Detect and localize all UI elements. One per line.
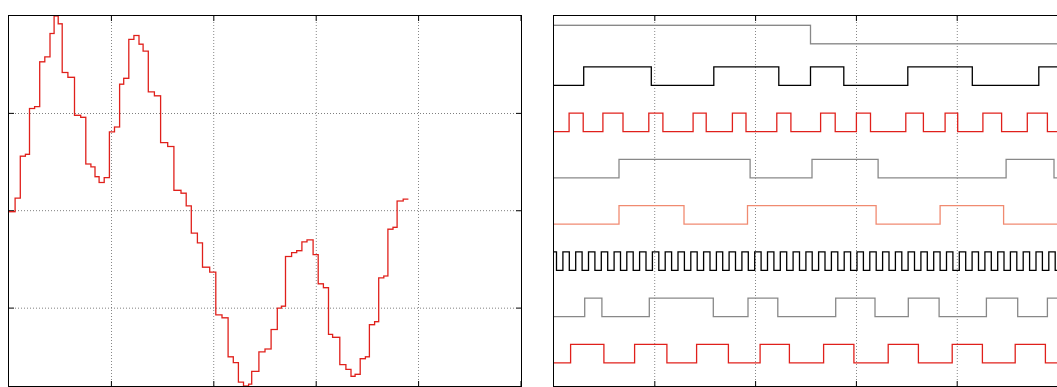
left-chart-svg	[9, 16, 521, 386]
signal-series-2	[554, 112, 1057, 133]
signal-series-5	[554, 251, 1057, 272]
waveform-series-0	[9, 16, 409, 386]
signal-series-6	[554, 297, 1057, 318]
right-chart-svg	[554, 16, 1057, 386]
signal-series-3	[554, 158, 1057, 179]
right-chart-panel	[553, 15, 1057, 387]
signal-series-0	[554, 24, 1057, 45]
signal-series-7	[554, 343, 1057, 364]
signal-series-1	[554, 66, 1057, 87]
signal-series-4	[554, 204, 1057, 225]
left-chart-panel	[8, 15, 522, 387]
